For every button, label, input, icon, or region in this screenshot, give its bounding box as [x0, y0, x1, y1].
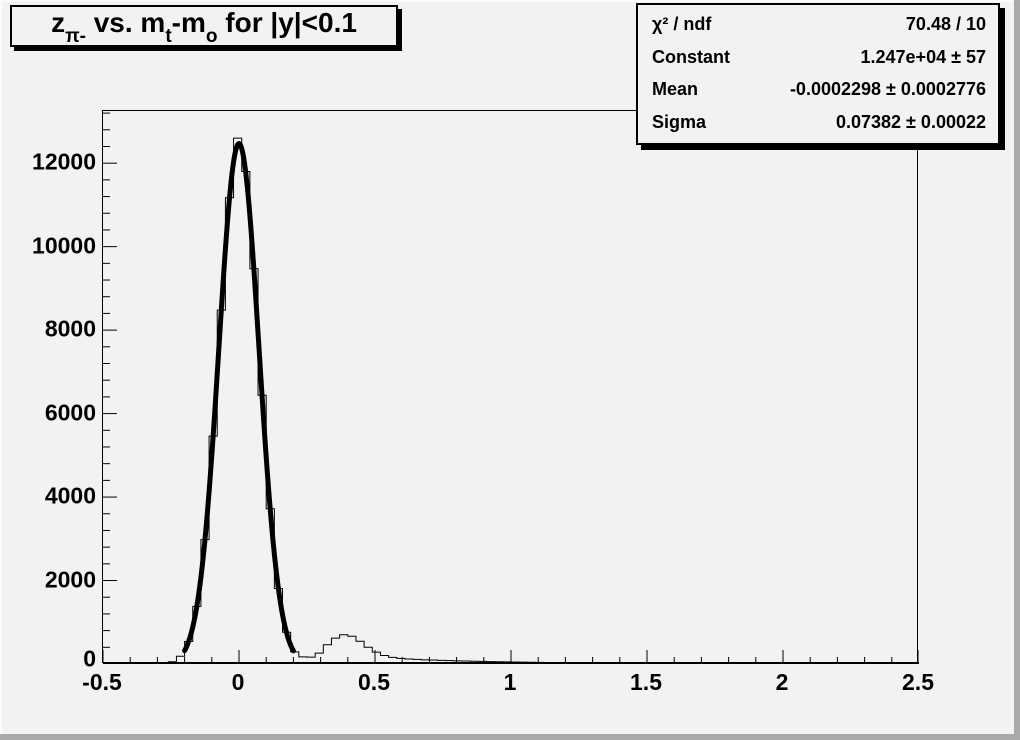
y-tick-label: 10000	[32, 232, 96, 259]
stat-value: -0.0002298 ± 0.0002776	[789, 79, 986, 100]
stats-row-mean: Mean -0.0002298 ± 0.0002776	[638, 80, 998, 100]
x-tick-label: 2.5	[902, 669, 934, 695]
fit-stats-box[interactable]: χ² / ndf 70.48 / 10 Constant 1.247e+04 ±…	[636, 3, 1000, 145]
fit-curve	[182, 141, 296, 654]
title-box[interactable]: zπ- vs. mt-mo for |y|<0.1	[10, 5, 398, 47]
x-tick-label: 0	[231, 669, 245, 695]
stat-value: 70.48 / 10	[905, 14, 986, 35]
plot-frame	[102, 110, 919, 664]
stat-label: Sigma	[652, 111, 707, 132]
y-tick-label: 2000	[44, 566, 96, 593]
x-tick-label: -0.5	[82, 669, 122, 695]
stats-row-chi2: χ² / ndf 70.48 / 10	[638, 15, 998, 35]
stats-row-constant: Constant 1.247e+04 ± 57	[638, 46, 998, 68]
y-tick-label: 8000	[44, 315, 96, 342]
stat-label: χ² / ndf	[652, 14, 712, 35]
stat-label: Constant	[652, 46, 730, 67]
y-tick-label: 4000	[44, 482, 96, 509]
x-tick-label: 0.5	[358, 669, 390, 695]
stat-label: Mean	[652, 79, 699, 100]
page-title: zπ- vs. mt-mo for |y|<0.1	[51, 7, 357, 47]
y-tick-label: 6000	[44, 399, 96, 426]
x-tick-label: 1	[503, 669, 517, 695]
y-tick-label: 0	[83, 645, 96, 672]
x-tick-label: 2	[775, 669, 789, 695]
stat-value: 1.247e+04 ± 57	[860, 46, 987, 67]
histogram-plot	[103, 112, 919, 664]
x-tick-label: 1.5	[630, 669, 662, 695]
stat-value: 0.07382 ± 0.00022	[835, 111, 986, 132]
stats-row-sigma: Sigma 0.07382 ± 0.00022	[638, 111, 998, 133]
y-tick-label: 12000	[32, 148, 96, 175]
